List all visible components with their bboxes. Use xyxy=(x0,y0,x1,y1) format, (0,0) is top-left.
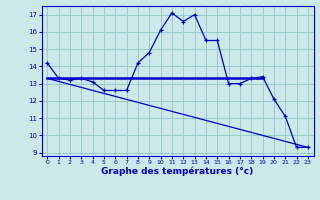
X-axis label: Graphe des températures (°c): Graphe des températures (°c) xyxy=(101,167,254,176)
